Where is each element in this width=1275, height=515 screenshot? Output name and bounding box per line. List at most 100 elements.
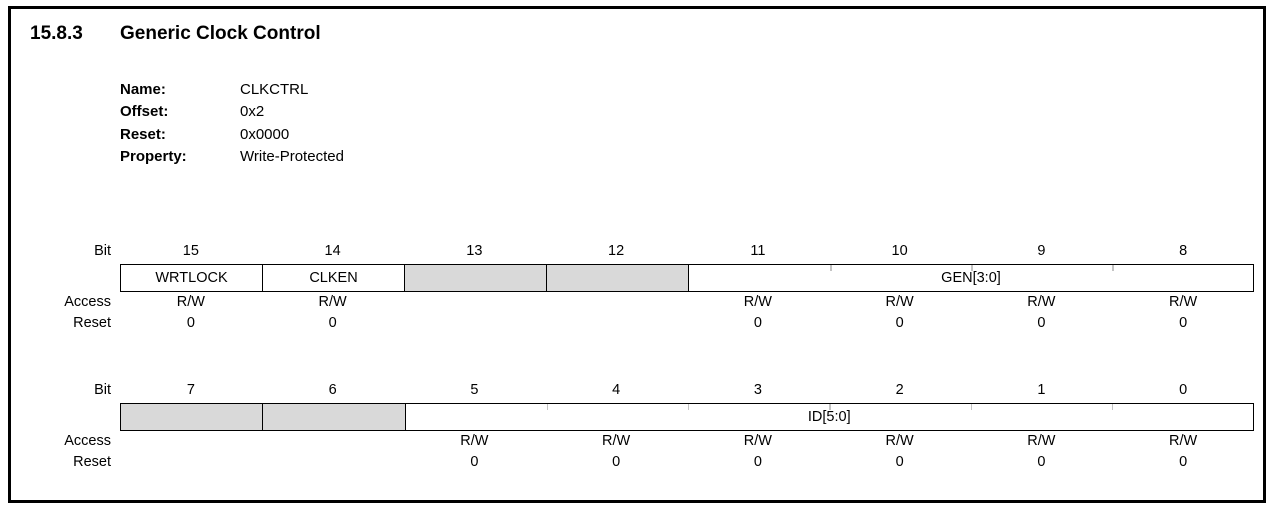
field-row: ID[5:0] <box>8 403 1254 431</box>
bit-number-13: 13 <box>466 243 483 259</box>
bit-number-5: 5 <box>470 382 479 398</box>
access-bit-7 <box>120 431 262 452</box>
access-bit-6 <box>262 431 404 452</box>
meta-label-property: Property: <box>120 148 187 166</box>
access-bit-2: R/W <box>885 433 914 449</box>
field-strip: ID[5:0] <box>120 403 1254 431</box>
reset-bit-10: 0 <box>895 315 904 331</box>
access-row: Access R/W R/W R/W R/W R/W R/W <box>8 431 1254 452</box>
column-tick <box>546 404 549 410</box>
reserved-bit-7 <box>121 404 263 430</box>
field-gen: GEN[3:0] <box>688 265 1253 291</box>
reset-bit-12 <box>545 313 687 334</box>
field-row: WRTLOCK CLKEN GEN[3:0] <box>8 264 1254 292</box>
reset-bit-13 <box>404 313 546 334</box>
bit-number-2: 2 <box>895 382 904 398</box>
meta-value-property: Write-Protected <box>240 148 344 166</box>
meta-label-offset: Offset: <box>120 103 169 121</box>
field-clken: CLKEN <box>262 265 404 291</box>
bit-number-4: 4 <box>612 382 621 398</box>
reset-bit-14: 0 <box>328 315 337 331</box>
bit-number-11: 11 <box>750 243 766 259</box>
access-row-label: Access <box>64 433 111 449</box>
access-bit-10: R/W <box>885 294 914 310</box>
column-tick <box>687 404 690 410</box>
bit-row-label: Bit <box>94 243 111 259</box>
field-wrtlock-label: WRTLOCK <box>155 270 228 286</box>
column-tick <box>830 265 832 271</box>
field-id-label: ID[5:0] <box>807 409 851 425</box>
reset-row: Reset 0 0 0 0 0 0 <box>8 452 1254 473</box>
field-row-spacer <box>8 264 120 292</box>
reset-bit-4: 0 <box>612 454 621 470</box>
access-bit-1: R/W <box>1027 433 1056 449</box>
field-id: ID[5:0] <box>404 404 1254 430</box>
meta-label-name: Name: <box>120 81 166 98</box>
register-table-bits-7-0: Bit 7 6 5 4 3 2 1 0 ID[5:0] <box>8 377 1254 473</box>
access-bit-14: R/W <box>318 294 347 310</box>
access-row: Access R/W R/W R/W R/W R/W R/W <box>8 292 1254 313</box>
field-wrtlock: WRTLOCK <box>121 265 262 291</box>
reset-bit-15: 0 <box>186 315 195 331</box>
access-bit-5: R/W <box>460 433 489 449</box>
reset-row-label: Reset <box>73 454 111 470</box>
column-tick <box>829 404 831 410</box>
reset-bit-7 <box>120 452 262 473</box>
access-bit-11: R/W <box>743 294 772 310</box>
meta-value-name: CLKCTRL <box>240 81 309 98</box>
reserved-bit-13 <box>404 265 546 291</box>
access-bit-13 <box>404 292 546 313</box>
access-bit-4: R/W <box>602 433 631 449</box>
field-strip: WRTLOCK CLKEN GEN[3:0] <box>120 264 1254 292</box>
section-heading: 15.8.3 Generic Clock Control <box>30 23 321 45</box>
register-table-bits-15-8: Bit 15 14 13 12 11 10 9 8 WRTLOCK CLKEN <box>8 238 1254 334</box>
bit-number-10: 10 <box>891 243 908 259</box>
register-meta: Name: CLKCTRL Offset: 0x2 Reset: 0x0000 … <box>120 79 344 169</box>
bit-number-12: 12 <box>608 243 625 259</box>
reset-bit-1: 0 <box>1037 454 1046 470</box>
column-tick <box>1111 404 1114 410</box>
column-tick <box>970 404 972 410</box>
access-bit-15: R/W <box>176 294 205 310</box>
reset-bit-2: 0 <box>895 454 904 470</box>
reset-bit-3: 0 <box>753 454 762 470</box>
bit-number-14: 14 <box>324 243 341 259</box>
bit-number-1: 1 <box>1037 382 1046 398</box>
field-row-spacer <box>8 403 120 431</box>
column-tick <box>1112 265 1114 271</box>
reset-row-label: Reset <box>73 315 111 331</box>
access-bit-8: R/W <box>1169 294 1198 310</box>
column-tick <box>971 265 973 271</box>
reserved-bit-6 <box>262 404 405 430</box>
access-bit-12 <box>545 292 687 313</box>
reset-bit-8: 0 <box>1179 315 1188 331</box>
bit-number-3: 3 <box>753 382 762 398</box>
reserved-bit-12 <box>546 265 688 291</box>
reset-bit-5: 0 <box>470 454 479 470</box>
bit-row-label: Bit <box>94 382 111 398</box>
bit-number-6: 6 <box>328 382 337 398</box>
bit-number-15: 15 <box>182 243 199 259</box>
bit-number-row: Bit 15 14 13 12 11 10 9 8 <box>8 238 1254 264</box>
meta-label-reset: Reset: <box>120 125 166 143</box>
field-clken-label: CLKEN <box>309 270 358 286</box>
reset-bit-11: 0 <box>753 315 762 331</box>
reset-bit-9: 0 <box>1037 315 1046 331</box>
meta-value-reset: 0x0000 <box>240 125 290 143</box>
access-bit-0: R/W <box>1169 433 1198 449</box>
bit-number-9: 9 <box>1037 243 1046 259</box>
bit-number-row: Bit 7 6 5 4 3 2 1 0 <box>8 377 1254 403</box>
access-bit-3: R/W <box>743 433 772 449</box>
field-gen-label: GEN[3:0] <box>941 270 1001 286</box>
reset-bit-0: 0 <box>1179 454 1188 470</box>
access-bit-9: R/W <box>1027 294 1056 310</box>
bit-number-7: 7 <box>186 382 195 398</box>
section-number: 15.8.3 <box>30 23 83 44</box>
reset-bit-6 <box>262 452 404 473</box>
meta-value-offset: 0x2 <box>240 103 265 121</box>
section-title: Generic Clock Control <box>120 23 321 44</box>
bit-number-8: 8 <box>1179 243 1188 259</box>
access-row-label: Access <box>64 294 111 310</box>
reset-row: Reset 0 0 0 0 0 0 <box>8 313 1254 334</box>
